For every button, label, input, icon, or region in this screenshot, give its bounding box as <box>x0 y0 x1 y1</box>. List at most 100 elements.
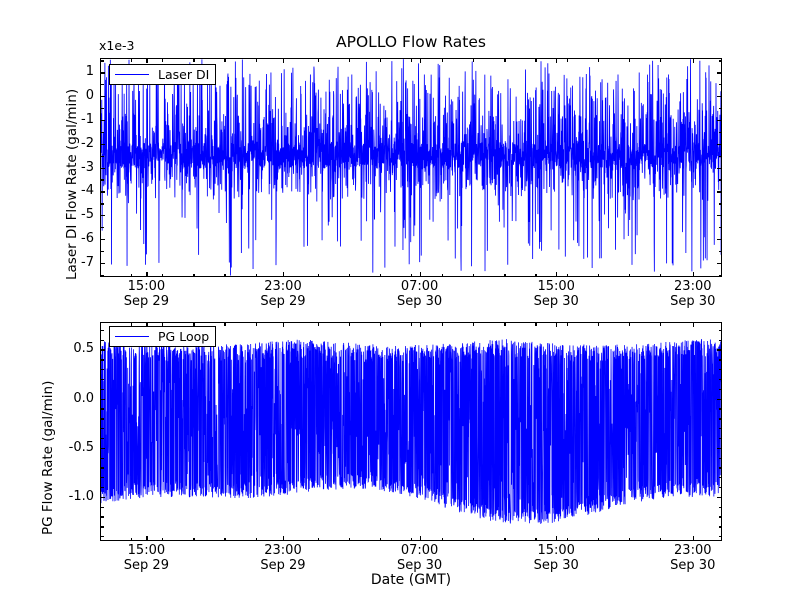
x-tick-mark <box>692 59 695 63</box>
x-tick-mark-minor <box>162 273 164 276</box>
x-tick-label: 07:00 Sep 30 <box>360 543 480 573</box>
x-tick-mark-minor <box>411 273 413 276</box>
x-tick-mark-minor <box>255 273 257 276</box>
x-tick-mark-minor <box>504 273 506 276</box>
trace-path <box>101 339 721 524</box>
x-tick-mark-minor <box>473 59 475 62</box>
x-tick-date: Sep 29 <box>123 557 169 573</box>
x-tick-time: 15:00 <box>127 543 166 558</box>
x-tick-date: Sep 30 <box>670 293 716 309</box>
y-tick-mark <box>101 349 105 351</box>
y-tick-mark <box>717 349 721 351</box>
x-tick-mark-minor <box>411 537 413 540</box>
y-tick-mark-minor <box>718 506 721 508</box>
legend-swatch-icon <box>115 336 149 337</box>
x-tick-date: Sep 30 <box>533 557 579 573</box>
x-tick-mark <box>282 272 285 276</box>
x-tick-mark-minor <box>597 59 599 62</box>
x-tick-mark-minor <box>317 59 319 62</box>
x-tick-mark-minor <box>659 59 662 62</box>
x-tick-mark-minor <box>224 59 226 62</box>
x-tick-date: Sep 30 <box>396 557 443 573</box>
y-tick-mark-minor <box>718 369 721 371</box>
x-tick-mark-minor <box>317 323 319 326</box>
trace-path <box>101 59 721 276</box>
y-tick-mark-minor <box>718 329 721 332</box>
y-tick-mark <box>101 191 105 193</box>
y-tick-mark <box>101 262 105 264</box>
x-tick-mark-minor <box>379 59 382 62</box>
x-tick-mark <box>556 59 558 63</box>
x-tick-date: Sep 30 <box>533 293 579 309</box>
x-tick-mark-minor <box>224 273 226 276</box>
y-tick-mark-minor <box>101 388 104 391</box>
y-tick-mark-minor <box>718 203 721 205</box>
y-tick-mark <box>101 238 105 241</box>
y-tick-mark-minor <box>101 329 104 332</box>
legend-laser-di[interactable]: Laser DI <box>109 64 217 85</box>
x-tick-mark <box>146 536 148 540</box>
x-tick-mark-minor <box>535 323 537 326</box>
y-tick-label: -0.5 <box>68 439 94 455</box>
x-tick-mark-minor <box>442 537 444 540</box>
x-tick-time: 15:00 <box>537 543 575 558</box>
x-tick-mark-minor <box>162 59 164 62</box>
x-tick-mark-minor <box>473 273 475 276</box>
x-tick-label: 15:00 Sep 29 <box>86 279 206 309</box>
x-tick-mark-minor <box>379 273 382 276</box>
x-tick-mark-minor <box>504 59 506 62</box>
y-tick-mark-minor <box>718 408 721 410</box>
y-tick-label: 0 <box>85 88 94 104</box>
y-tick-mark-minor <box>718 467 721 469</box>
y-tick-mark <box>717 447 721 449</box>
y-tick-mark <box>717 215 721 217</box>
y-tick-mark-minor <box>718 339 721 341</box>
x-tick-mark-minor <box>566 273 568 276</box>
y-tick-mark-minor <box>718 437 721 440</box>
y-tick-label: -7 <box>81 254 94 270</box>
y-tick-mark-minor <box>101 457 104 459</box>
x-tick-mark <box>282 323 285 327</box>
y-tick-mark <box>717 191 721 193</box>
plot-area-laser-di[interactable]: Laser DI <box>100 58 722 277</box>
x-tick-mark <box>419 272 421 276</box>
x-tick-mark-minor <box>379 537 382 540</box>
y-tick-mark-minor <box>101 408 104 410</box>
plot-area-pg-loop[interactable]: PG Loop <box>100 322 722 541</box>
x-tick-label: 23:00 Sep 30 <box>633 279 753 309</box>
x-tick-mark <box>556 323 558 327</box>
y-tick-mark-minor <box>101 131 104 134</box>
x-tick-date: Sep 30 <box>396 293 443 309</box>
x-tick-mark-minor <box>348 537 351 540</box>
x-tick-label: 15:00 Sep 30 <box>496 279 616 309</box>
x-tick-mark-minor <box>411 323 413 326</box>
x-tick-mark <box>282 536 285 540</box>
x-tick-mark-minor <box>255 537 257 540</box>
x-tick-mark-minor <box>628 273 630 276</box>
y-tick-mark <box>101 167 105 169</box>
y-tick-mark-minor <box>718 359 721 361</box>
y-tick-mark-minor <box>718 84 721 86</box>
x-tick-label: 15:00 Sep 30 <box>496 543 616 573</box>
y-tick-mark-minor <box>101 250 104 253</box>
y-tick-mark-minor <box>101 477 104 479</box>
x-tick-mark <box>419 59 421 63</box>
x-tick-time: 15:00 <box>537 279 575 294</box>
x-tick-mark-minor <box>535 273 537 276</box>
y-tick-mark-minor <box>718 457 721 459</box>
y-tick-mark-minor <box>101 107 104 110</box>
x-tick-mark-minor <box>348 59 351 62</box>
legend-label-laser-di: Laser DI <box>158 67 210 82</box>
x-tick-time: 23:00 <box>674 543 712 558</box>
x-tick-mark-minor <box>379 323 382 326</box>
x-tick-mark-minor <box>659 537 662 540</box>
x-tick-label: 23:00 Sep 30 <box>633 543 753 573</box>
legend-swatch-icon <box>115 74 149 75</box>
x-tick-mark-minor <box>131 537 133 540</box>
legend-pg-loop[interactable]: PG Loop <box>109 326 217 347</box>
x-tick-mark-minor <box>597 273 599 276</box>
x-tick-mark-minor <box>566 323 568 326</box>
y-tick-mark-minor <box>101 536 104 538</box>
y-tick-label: -4 <box>81 183 94 199</box>
y-tick-mark <box>717 143 721 145</box>
